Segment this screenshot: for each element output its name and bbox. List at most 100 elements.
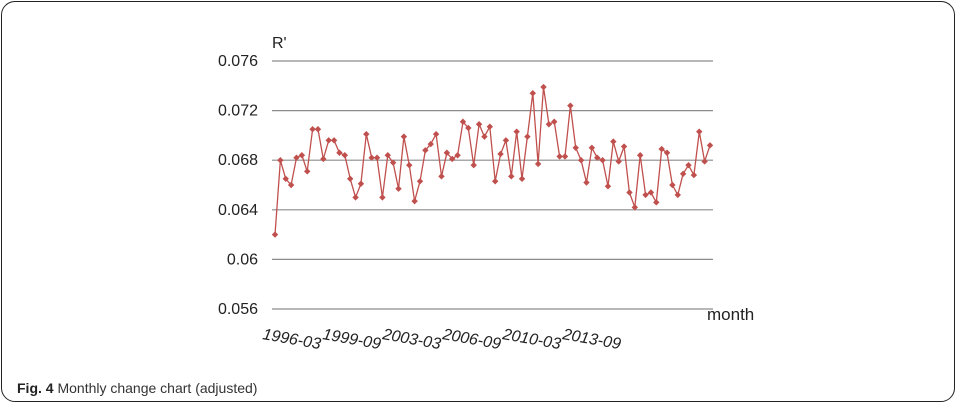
data-point [615,158,622,165]
y-tick-label: 0.064 [218,202,258,219]
data-point [583,179,590,186]
data-point [293,154,300,161]
data-point [422,147,429,154]
data-point [502,137,510,144]
data-point [336,149,343,156]
data-point [341,152,349,159]
data-point [395,185,402,192]
data-point [577,157,585,164]
data-point [518,175,526,182]
gridlines [272,60,713,310]
data-point [449,155,456,163]
data-point [406,161,413,169]
data-point [470,161,477,169]
data-point [287,181,295,189]
data-point [599,157,606,164]
data-point [277,157,284,164]
data-point [379,194,386,201]
data-point [459,118,467,125]
data-point [690,171,698,179]
y-tick-label: 0.056 [218,301,258,318]
data-point [529,90,536,97]
data-point [384,152,391,159]
figure-caption: Fig. 4 Monthly change chart (adjusted) [17,380,257,396]
data-point [298,152,306,159]
x-tick-label: 2010-03 [500,326,562,353]
data-point [567,102,574,109]
data-point [706,142,714,149]
data-point [540,83,547,91]
data-point [427,140,434,148]
x-tick-label: 2013-09 [560,326,622,353]
data-point [572,144,579,151]
series-layer [271,83,714,238]
data-point [647,189,655,196]
data-point [465,124,472,132]
data-point [534,160,542,168]
data-point [610,138,617,145]
y-tick-label: 0.068 [218,152,258,169]
data-point [626,189,633,196]
data-point [701,158,708,165]
data-point [524,133,531,140]
data-point [631,204,639,211]
x-tick-labels: 1996-03 1999-09 2003-03 2006-09 2010-03 2013-… [261,326,622,353]
data-point [556,153,563,160]
data-point [438,173,445,180]
data-point [416,178,424,185]
data-point [669,181,676,189]
data-point [594,154,601,161]
data-point [400,133,408,140]
data-point [325,137,332,144]
x-tick-label: 1996-03 [261,326,322,353]
x-tick-label: 2006-09 [440,326,502,353]
data-point [588,144,596,151]
data-point [304,168,311,175]
data-point [491,178,499,185]
data-point [658,145,665,153]
data-point [271,231,279,238]
data-point [309,126,316,133]
data-point [475,121,483,128]
data-point [368,154,375,161]
data-point [508,173,515,180]
y-tick-label: 0.06 [227,251,258,268]
data-point [346,175,354,182]
data-point [497,150,504,158]
data-point [454,152,461,159]
data-point [551,118,558,125]
data-point [663,149,671,156]
data-point [352,194,359,201]
data-point [357,180,365,187]
data-point [320,155,327,163]
data-point [314,126,322,133]
data-point [363,130,370,138]
data-point [679,170,687,178]
data-point [620,143,628,150]
data-point [561,153,569,160]
x-axis-label: month [707,305,754,324]
data-point [653,199,660,206]
data-point [443,149,451,156]
data-point [481,133,488,140]
data-point [282,175,289,182]
data-point [545,121,553,128]
y-tick-label: 0.072 [218,103,258,120]
y-tick-label: 0.076 [218,53,258,70]
data-point [642,191,649,199]
data-point [696,128,703,135]
data-point [604,183,612,190]
series-line [274,86,711,235]
data-point [432,130,440,138]
data-point [674,191,681,199]
data-point [330,137,338,144]
data-point [636,152,644,159]
data-point [411,197,418,205]
data-point [685,161,692,169]
data-point [513,128,520,135]
figure-number: Fig. 4 [17,380,54,396]
x-tick-label: 2003-03 [380,326,442,353]
data-point [486,123,494,130]
